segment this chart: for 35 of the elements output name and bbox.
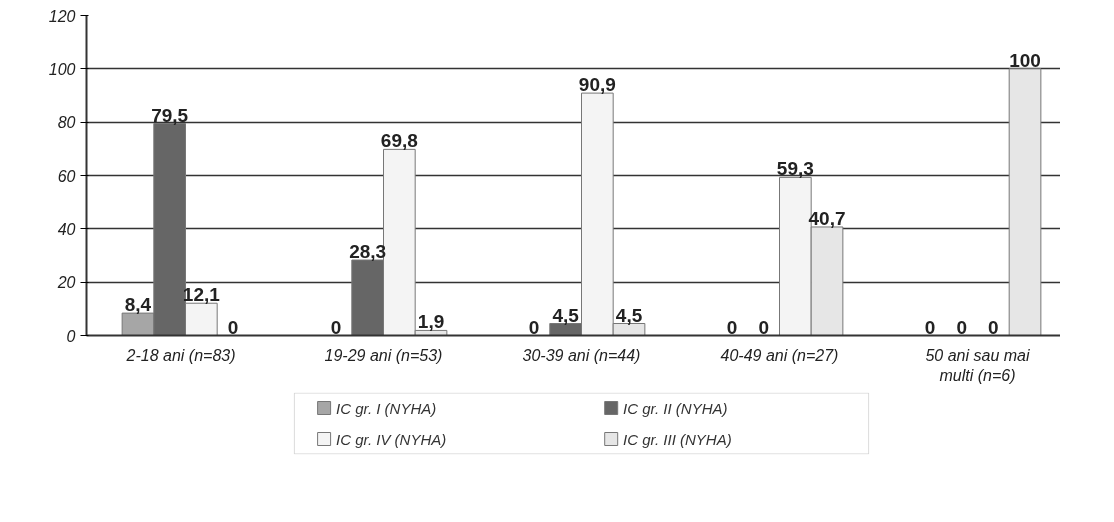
data-label: 0 bbox=[956, 316, 967, 338]
data-label: 0 bbox=[227, 316, 239, 338]
x-tick-label: 40-49 ani (n=27) bbox=[720, 346, 839, 364]
data-label: 4,5 bbox=[552, 304, 580, 326]
data-label: 40,7 bbox=[808, 207, 846, 229]
y-tick-label: 40 bbox=[57, 220, 76, 238]
y-tick-label: 100 bbox=[48, 60, 76, 78]
y-tick-label: 80 bbox=[57, 114, 76, 132]
data-label: 0 bbox=[528, 316, 540, 338]
data-label: 0 bbox=[330, 316, 342, 338]
legend-label: IC gr. IV (NYHA) bbox=[335, 430, 447, 448]
legend-label: IC gr. III (NYHA) bbox=[623, 430, 732, 448]
data-label: 8,4 bbox=[124, 294, 152, 316]
data-label: 0 bbox=[726, 316, 738, 338]
data-label: 79,5 bbox=[151, 104, 189, 126]
x-tick-label: 19-29 ani (n=53) bbox=[324, 346, 443, 364]
y-tick-label: 60 bbox=[57, 167, 76, 185]
legend-label: IC gr. I (NYHA) bbox=[335, 399, 437, 417]
data-label: 0 bbox=[924, 316, 936, 338]
y-tick-label: 120 bbox=[48, 7, 76, 25]
data-label: 1,9 bbox=[417, 311, 445, 333]
data-label: 100 bbox=[1009, 49, 1041, 71]
y-tick-label: 0 bbox=[66, 327, 76, 345]
bar bbox=[1008, 68, 1042, 336]
data-label: 4,5 bbox=[615, 304, 643, 326]
data-label: 59,3 bbox=[776, 158, 814, 180]
data-label: 69,8 bbox=[380, 130, 418, 152]
data-label: 0 bbox=[758, 316, 769, 338]
x-tick-label: 50 ani sau mai multi (n=6) bbox=[925, 346, 1030, 384]
data-label: 90,9 bbox=[578, 74, 616, 96]
y-tick-label: 20 bbox=[56, 274, 76, 292]
x-tick-label: 2-18 ani (n=83) bbox=[125, 346, 236, 364]
legend-label: IC gr. II (NYHA) bbox=[623, 399, 728, 417]
x-tick-label: 30-39 ani (n=44) bbox=[522, 346, 641, 364]
data-label: 0 bbox=[988, 316, 999, 338]
